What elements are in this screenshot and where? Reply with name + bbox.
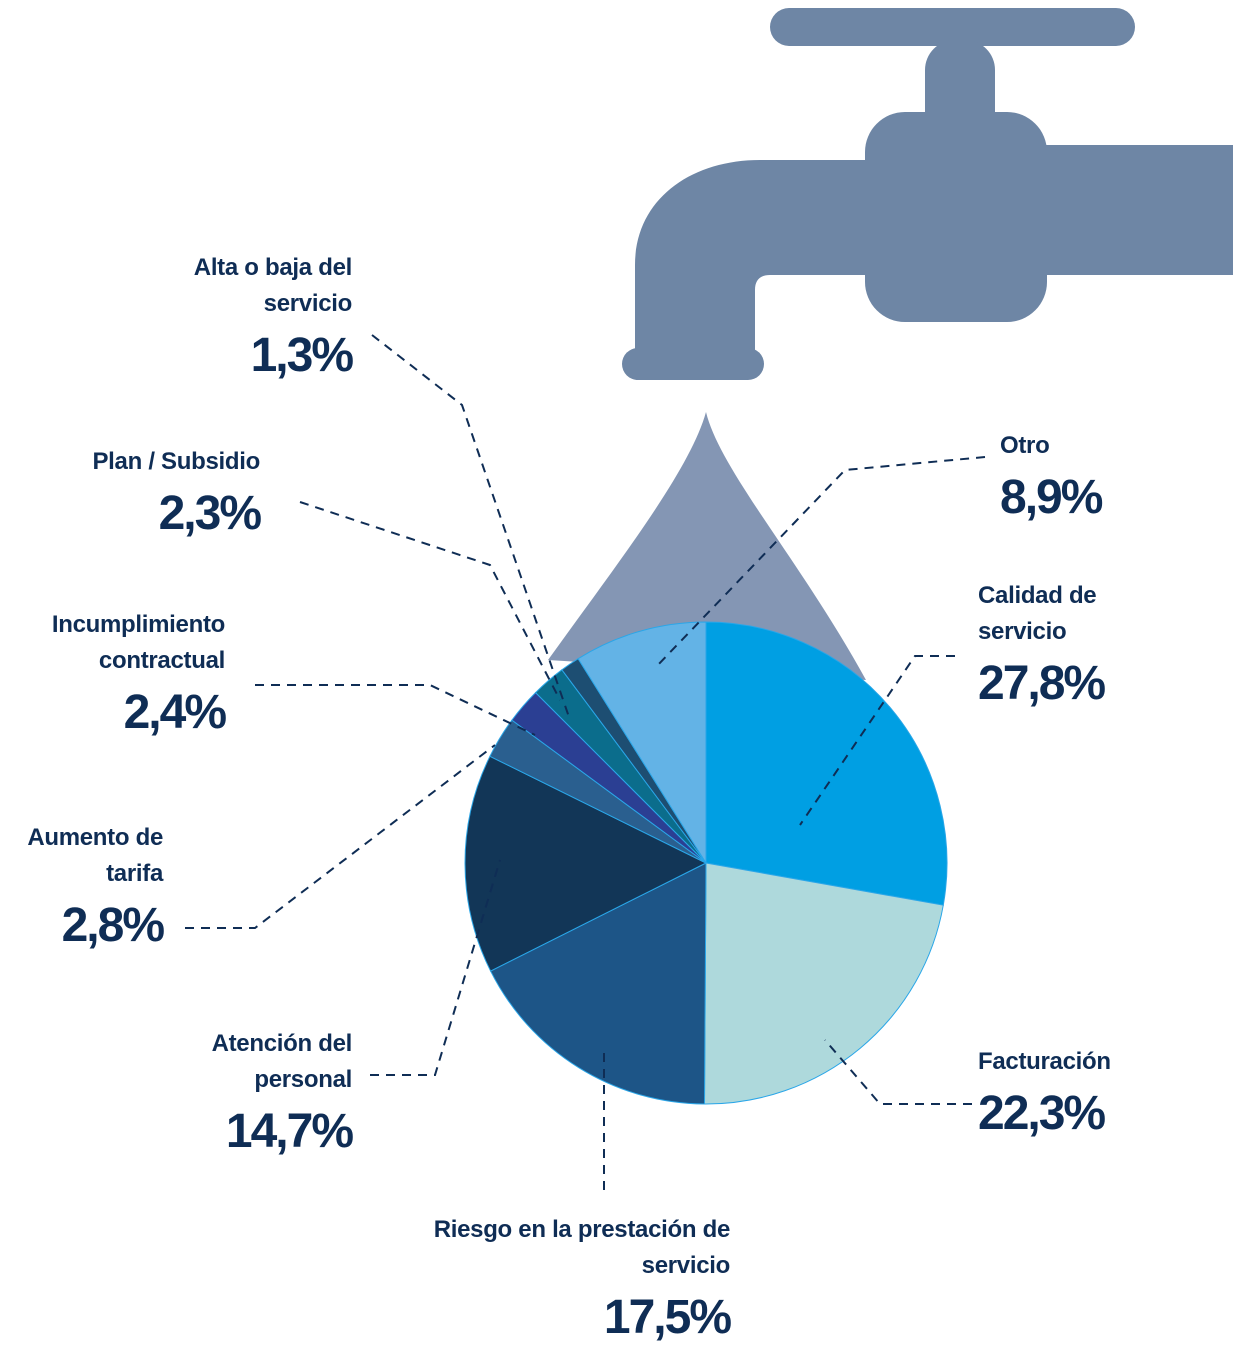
category-name: Calidad de servicio — [978, 582, 1097, 645]
value-label: 14,7% — [225, 1105, 354, 1158]
category-name: Plan / Subsidio — [92, 448, 260, 475]
value-label: 1,3% — [250, 329, 354, 382]
leader-lines — [185, 334, 986, 1190]
pie-slice — [464, 755, 708, 972]
slice-label: Aumento de tarifa 2,8% — [0, 820, 165, 954]
value-label: 2,4% — [123, 686, 227, 739]
category-name: Incumplimiento contractual — [51, 611, 225, 674]
value-label: 22,3% — [978, 1087, 1106, 1140]
value-label: 8,9% — [1000, 471, 1103, 524]
category-name: Atención del personal — [211, 1030, 353, 1093]
value-label: 27,8% — [978, 657, 1106, 710]
category-name: Facturación — [978, 1048, 1111, 1075]
slice-label: Calidad de servicio 27,8% — [978, 578, 1128, 712]
slice-label: Riesgo en la prestación de servicio 17,5% — [400, 1212, 732, 1346]
drop — [548, 412, 866, 680]
value-label: 2,8% — [61, 899, 165, 952]
value-label: 2,3% — [158, 487, 262, 540]
slice-label: Incumplimiento contractual 2,4% — [0, 607, 227, 741]
faucet — [622, 8, 1233, 380]
slice-label: Facturación 22,3% — [978, 1044, 1148, 1142]
slice-label: Otro 8,9% — [1000, 428, 1120, 526]
category-name: Aumento de tarifa — [27, 824, 163, 887]
pie-slice — [489, 862, 707, 1105]
slice-label: Plan / Subsidio 2,3% — [40, 444, 262, 542]
category-name: Riesgo en la prestación de servicio — [433, 1216, 731, 1279]
slice-label: Alta o baja del servicio 1,3% — [182, 250, 354, 384]
category-name: Otro — [1000, 432, 1050, 459]
category-name: Alta o baja del servicio — [193, 254, 353, 317]
pie-slice — [705, 621, 948, 906]
slice-label: Atención del personal 14,7% — [162, 1026, 354, 1160]
pie-slice — [703, 862, 944, 1105]
value-label: 17,5% — [603, 1291, 732, 1344]
pie-slice — [577, 621, 707, 865]
